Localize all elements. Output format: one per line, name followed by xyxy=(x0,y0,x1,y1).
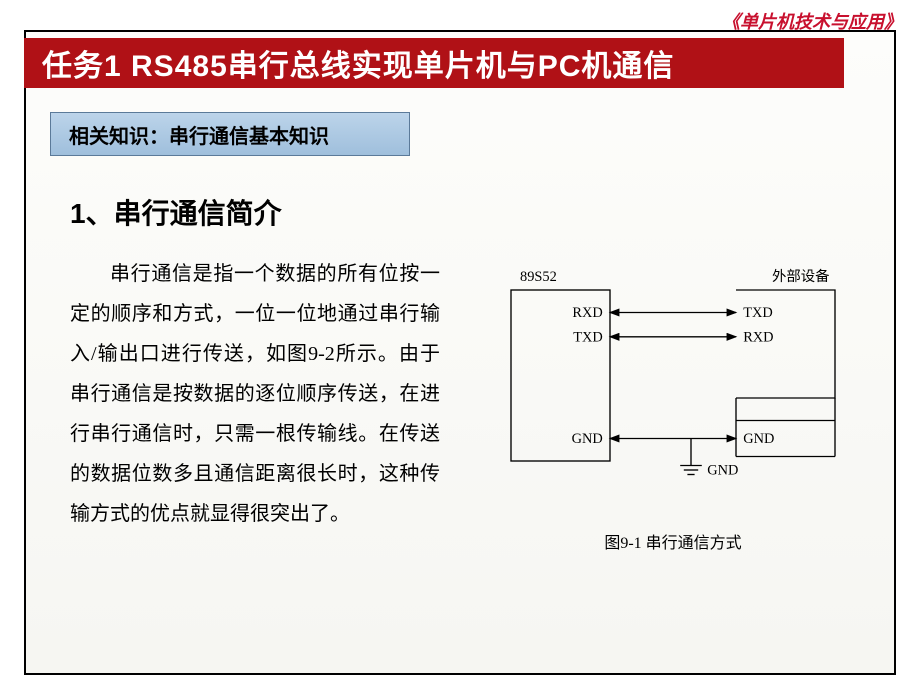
svg-text:89S52: 89S52 xyxy=(520,269,557,285)
serial-comm-diagram: 89S52 外部设备 RXD TXD GND TXD RXD GND GND xyxy=(466,250,880,510)
svg-text:TXD: TXD xyxy=(573,329,603,345)
slide-frame: 任务1 RS485串行总线实现单片机与PC机通信 相关知识：串行通信基本知识 1… xyxy=(24,30,896,675)
svg-text:RXD: RXD xyxy=(572,305,602,321)
diagram-caption: 图9-1 串行通信方式 xyxy=(466,529,880,553)
body-paragraph: 串行通信是指一个数据的所有位按一定的顺序和方式，一位一位地通过串行输入/输出口进… xyxy=(70,254,440,534)
svg-text:RXD: RXD xyxy=(743,329,773,345)
task-banner-text: 任务1 RS485串行总线实现单片机与PC机通信 xyxy=(42,41,674,85)
section-heading: 1、串行通信简介 xyxy=(70,192,282,232)
svg-text:GND: GND xyxy=(743,431,774,447)
task-banner: 任务1 RS485串行总线实现单片机与PC机通信 xyxy=(24,38,844,88)
knowledge-box: 相关知识：串行通信基本知识 xyxy=(50,112,410,156)
svg-text:外部设备: 外部设备 xyxy=(772,268,830,285)
svg-text:TXD: TXD xyxy=(743,305,773,321)
svg-text:GND: GND xyxy=(707,463,738,479)
svg-text:GND: GND xyxy=(572,431,603,447)
diagram-container: 89S52 外部设备 RXD TXD GND TXD RXD GND GND 图9-1 串行通信… xyxy=(466,250,880,553)
knowledge-box-text: 相关知识：串行通信基本知识 xyxy=(69,120,329,149)
